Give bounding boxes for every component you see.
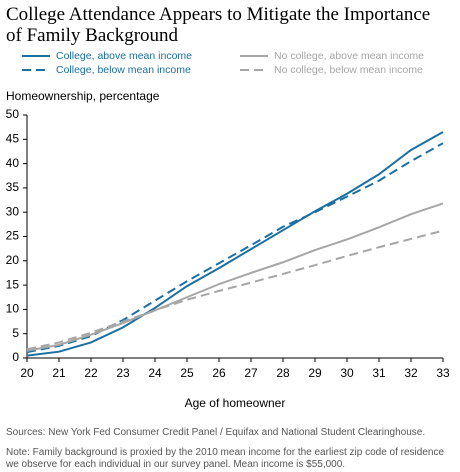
y-tick-label: 15 <box>6 277 20 291</box>
legend-label: College, above mean income <box>56 50 192 62</box>
x-tick-label: 32 <box>404 366 418 380</box>
source: Sources: New York Fed Consumer Credit Pa… <box>6 427 426 438</box>
y-tick-label: 40 <box>6 156 20 170</box>
y-tick-label: 35 <box>6 180 20 194</box>
chart-title: College Attendance Appears to Mitigate t… <box>6 4 431 46</box>
x-tick-label: 25 <box>180 366 194 380</box>
x-axis-label: Age of homeowner <box>185 396 286 410</box>
series-line <box>26 202 444 352</box>
x-tick-label: 24 <box>148 366 162 380</box>
x-tick-label: 31 <box>372 366 386 380</box>
y-tick-label: 30 <box>6 204 20 218</box>
y-tick-label: 10 <box>6 302 20 316</box>
x-tick-label: 26 <box>212 366 226 380</box>
y-tick-label: 25 <box>6 229 20 243</box>
x-tick-label: 33 <box>436 366 450 380</box>
legend-label: College, below mean income <box>56 64 191 76</box>
x-tick-label: 29 <box>308 366 322 380</box>
note: Note: Family background is proxied by th… <box>6 447 445 470</box>
x-tick-label: 30 <box>340 366 354 380</box>
x-tick-label: 23 <box>116 366 130 380</box>
y-tick-label: 50 <box>6 107 20 121</box>
legend-label: No college, above mean income <box>274 50 424 62</box>
y-tick-label: 5 <box>12 326 19 340</box>
y-tick-label: 20 <box>6 253 20 267</box>
x-tick-label: 28 <box>276 366 290 380</box>
x-tick-label: 22 <box>84 366 98 380</box>
y-tick-label: 0 <box>12 350 19 364</box>
y-tick-label: 45 <box>6 131 20 145</box>
x-tick-label: 27 <box>244 366 258 380</box>
x-tick-label: 20 <box>20 366 34 380</box>
legend-label: No college, below mean income <box>274 64 423 76</box>
series-line <box>26 131 444 357</box>
series-line <box>26 229 444 351</box>
y-axis-label: Homeownership, percentage <box>6 89 160 103</box>
x-tick-label: 21 <box>52 366 66 380</box>
